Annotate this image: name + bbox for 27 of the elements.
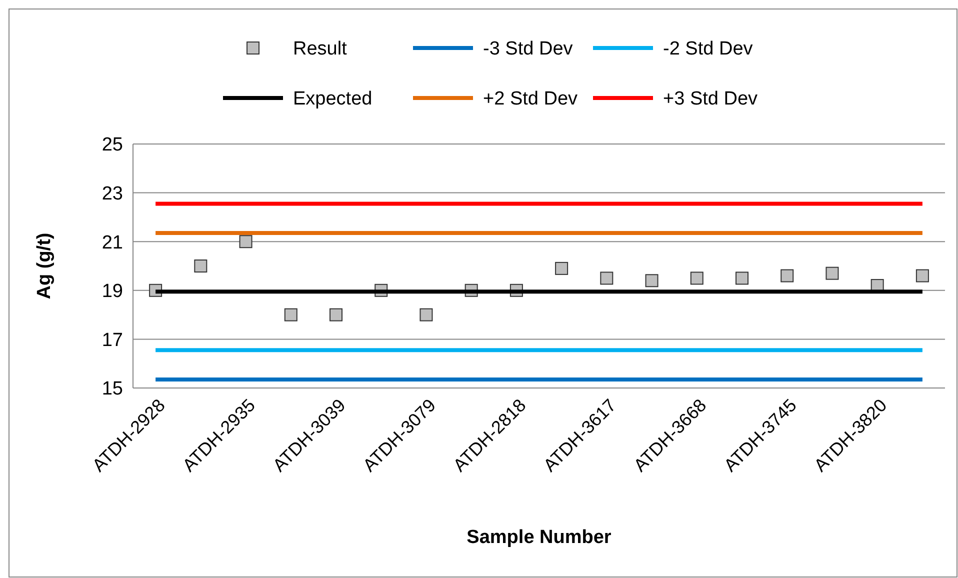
legend-label: +2 Std Dev [483, 88, 578, 110]
legend-label: Result [293, 38, 348, 60]
point [690, 272, 704, 285]
y-tick-label: 23 [102, 183, 123, 204]
legend-label: +3 Std Dev [663, 88, 758, 110]
y-tick-label: 21 [102, 232, 123, 254]
point [555, 262, 568, 275]
point [916, 269, 929, 282]
point [284, 308, 298, 322]
y-tick-label: 15 [102, 378, 123, 400]
point [194, 260, 208, 272]
y-axis-title: Ag (g/t) [34, 232, 55, 300]
point [826, 266, 839, 280]
legend-label: -2 Std Dev [663, 38, 754, 60]
y-tick-label: 17 [102, 330, 123, 351]
x-axis-title: Sample Number [466, 527, 612, 548]
point [780, 269, 794, 282]
point [239, 235, 252, 248]
legend-label: -3 Std Dev [483, 38, 574, 60]
point [420, 308, 433, 322]
legend-label: Expected [293, 88, 372, 110]
point [736, 272, 748, 285]
point [600, 272, 614, 285]
y-tick-label: 25 [102, 134, 123, 156]
y-tick-label: 19 [102, 281, 123, 302]
point [645, 274, 658, 288]
point [330, 308, 342, 322]
